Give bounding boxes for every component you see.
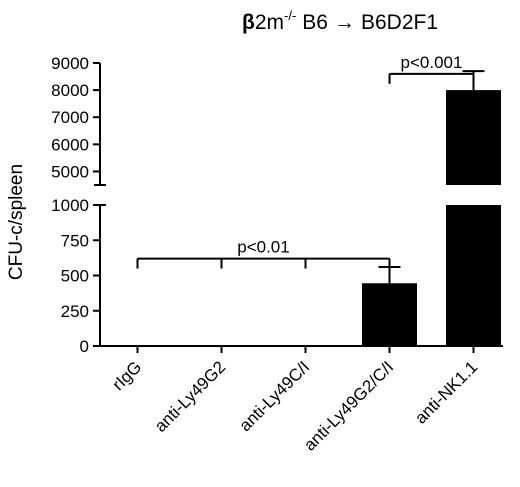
y-tick-label: 6000: [51, 135, 89, 154]
chart-title-base: 2m: [255, 11, 284, 34]
y-tick-label: 250: [61, 302, 89, 321]
y-ticks: 0 250 500 750 1000 5000 6000 7000 8000 9000: [51, 54, 100, 356]
p-value-label: p<0.001: [401, 53, 463, 72]
axes: [94, 63, 503, 347]
y-axis-label: CFU-c/spleen: [6, 164, 27, 280]
y-tick-label: 5000: [51, 162, 89, 181]
x-tick-label: anti-NK1.1: [411, 357, 481, 427]
y-tick-label: 0: [80, 337, 89, 356]
y-tick-label: 1000: [51, 196, 89, 215]
bar: [278, 345, 333, 346]
y-tick-label: 9000: [51, 54, 89, 73]
chart-title-donor: B6: [302, 11, 328, 34]
annotations: p<0.01 p<0.001: [136, 53, 475, 269]
chart-title-recipient: B6D2F1: [361, 11, 438, 34]
error-bar: [378, 266, 401, 284]
bars: [194, 90, 501, 346]
bar: [446, 90, 501, 346]
chart-title-superscript: -/-: [284, 8, 296, 23]
bar: [194, 345, 249, 346]
bar-lower-part: [446, 205, 501, 346]
chart-title: β2m-/- B6 → B6D2F1: [242, 8, 438, 34]
x-tick-label: rIgG: [109, 357, 146, 394]
p-value-label: p<0.01: [237, 238, 289, 257]
significance-bracket: p<0.001: [388, 53, 475, 84]
y-tick-label: 8000: [51, 81, 89, 100]
y-tick-label: 500: [61, 267, 89, 286]
chart-title-arrow: →: [334, 11, 355, 34]
chart-title-beta: β: [242, 11, 255, 34]
y-tick-label: 7000: [51, 108, 89, 127]
significance-bracket: p<0.01: [136, 238, 391, 269]
x-tick-label: anti-Ly49G2: [151, 357, 229, 435]
x-tick-label: anti-Ly49G2/C/I: [300, 357, 397, 454]
x-tick-label: anti-Ly49C/I: [236, 357, 314, 435]
bar-upper-part: [446, 90, 501, 185]
y-tick-label: 750: [61, 231, 89, 250]
x-ticks: rIgG anti-Ly49G2 anti-Ly49C/Ianti-Ly49G2/C…: [109, 346, 481, 455]
bar: [362, 283, 417, 346]
